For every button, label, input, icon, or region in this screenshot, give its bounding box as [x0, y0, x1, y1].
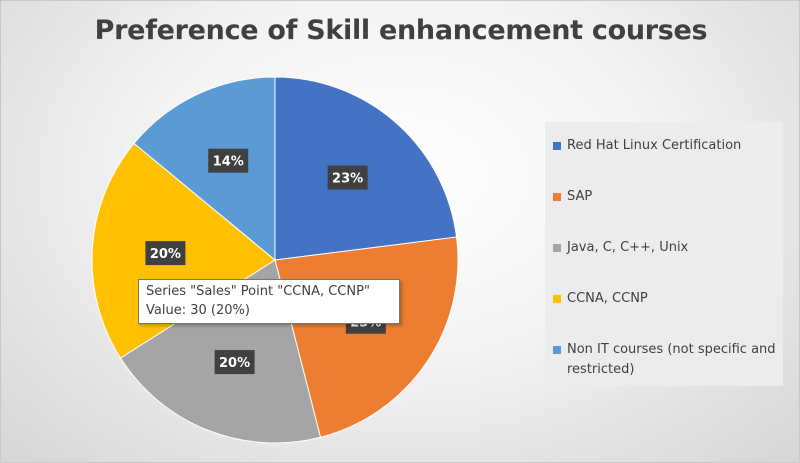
legend-item-non-it[interactable]: Non IT courses (not specific and restric…: [553, 340, 779, 391]
data-label-text: 20%: [219, 356, 250, 371]
slice-non-it[interactable]: [133, 76, 276, 262]
legend-swatch: [553, 346, 561, 354]
data-label-box: [214, 350, 255, 375]
legend-label: Non IT courses (not specific and restric…: [567, 342, 776, 377]
legend-swatch: [553, 295, 561, 303]
data-label-text: 14%: [213, 155, 244, 170]
data-point-tooltip: Series "Sales" Point "CCNA, CCNP" Value:…: [138, 279, 400, 324]
data-label-box: [327, 165, 368, 190]
tooltip-series-line: Series "Sales" Point "CCNA, CCNP": [146, 284, 370, 299]
legend-item-ccna[interactable]: CCNA, CCNP: [553, 289, 779, 340]
tooltip-value-line: Value: 30 (20%): [146, 303, 250, 318]
legend-swatch: [553, 142, 561, 150]
data-label: 20%: [145, 241, 186, 266]
legend-label: SAP: [567, 189, 593, 204]
data-label: 23%: [327, 165, 368, 190]
data-label-text: 20%: [150, 247, 181, 262]
legend-label: Red Hat Linux Certification: [567, 138, 742, 153]
legend-swatch: [553, 244, 561, 252]
legend-item-java[interactable]: Java, C, C++, Unix: [553, 238, 779, 289]
legend-label: Java, C, C++, Unix: [567, 240, 689, 255]
data-label-box: [208, 148, 249, 173]
legend-item-sap[interactable]: SAP: [553, 187, 779, 238]
chart-title: Preference of Skill enhancement courses: [94, 15, 708, 46]
data-label: 20%: [214, 350, 255, 375]
data-label-text: 23%: [332, 172, 363, 187]
data-label: 14%: [208, 148, 249, 173]
data-label-box: [145, 241, 186, 266]
legend-swatch: [553, 193, 561, 201]
legend-label: CCNA, CCNP: [567, 291, 648, 306]
legend-item-red-hat[interactable]: Red Hat Linux Certification: [553, 136, 779, 187]
legend[interactable]: Red Hat Linux Certification SAP Java, C,…: [545, 122, 783, 386]
